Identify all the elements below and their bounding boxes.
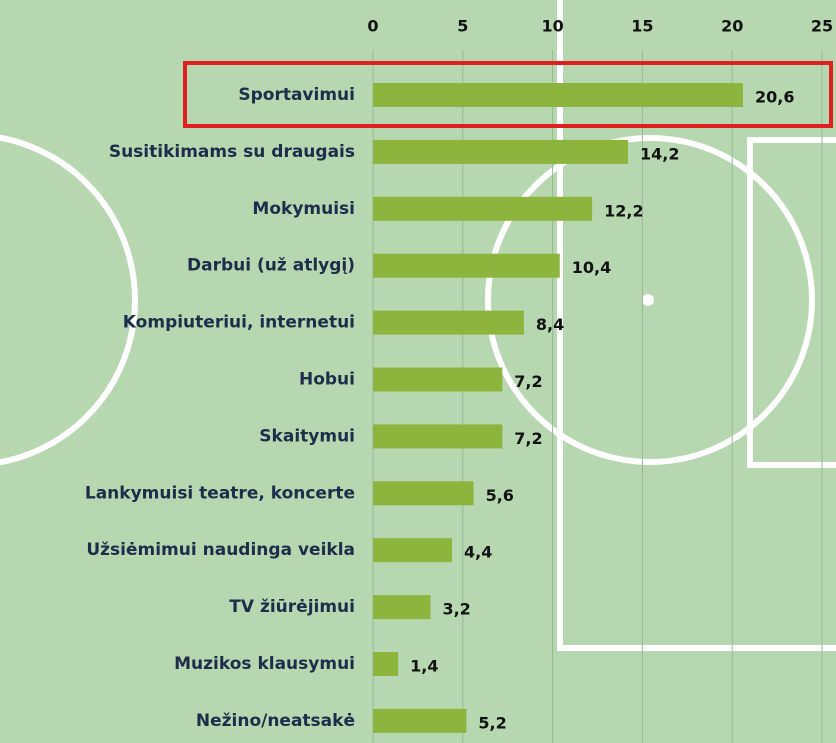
bar bbox=[373, 197, 592, 221]
data-label: 5,6 bbox=[486, 486, 514, 505]
bar bbox=[373, 709, 466, 733]
data-label: 7,2 bbox=[514, 372, 542, 391]
chart: 0 5 10 15 20 25 Sportavimui 20,6 Susitikimams su… bbox=[0, 0, 836, 743]
category-label: Užsiėmimui naudinga veikla bbox=[86, 540, 355, 560]
category-label: Mokymuisi bbox=[252, 199, 355, 219]
bar bbox=[373, 140, 628, 164]
category-label: Hobui bbox=[299, 370, 355, 390]
data-label: 14,2 bbox=[640, 144, 679, 163]
bar bbox=[373, 311, 524, 335]
category-label: TV žiūrėjimui bbox=[229, 597, 355, 617]
x-tick-label: 20 bbox=[721, 17, 743, 36]
data-label: 3,2 bbox=[442, 600, 470, 619]
bar bbox=[373, 254, 560, 278]
category-label: Kompiuteriui, internetui bbox=[123, 313, 355, 333]
category-label: Skaitymui bbox=[259, 426, 355, 446]
category-label: Sportavimui bbox=[238, 85, 355, 105]
bar bbox=[373, 538, 452, 562]
bar bbox=[373, 83, 743, 107]
category-label: Susitikimams su draugais bbox=[109, 142, 355, 162]
category-label: Darbui (už atlygį) bbox=[187, 256, 355, 276]
data-label: 4,4 bbox=[464, 543, 492, 562]
data-label: 12,2 bbox=[604, 201, 643, 220]
x-tick-label: 0 bbox=[367, 17, 378, 36]
x-tick-label: 5 bbox=[457, 17, 468, 36]
bar bbox=[373, 368, 502, 392]
data-label: 20,6 bbox=[755, 88, 794, 107]
bar bbox=[373, 652, 398, 676]
bar bbox=[373, 481, 474, 505]
x-tick-label: 10 bbox=[541, 17, 563, 36]
category-label: Nežino/neatsakė bbox=[196, 711, 355, 731]
category-label: Lankymuisi teatre, koncerte bbox=[85, 483, 355, 503]
bar bbox=[373, 424, 502, 448]
bar bbox=[373, 595, 430, 619]
data-label: 8,4 bbox=[536, 315, 564, 334]
category-label: Muzikos klausymui bbox=[174, 654, 355, 674]
data-label: 7,2 bbox=[514, 429, 542, 448]
data-label: 10,4 bbox=[572, 258, 611, 277]
x-tick-label: 15 bbox=[631, 17, 653, 36]
data-label: 1,4 bbox=[410, 657, 438, 676]
x-tick-label: 25 bbox=[811, 17, 833, 36]
data-label: 5,2 bbox=[478, 713, 506, 732]
